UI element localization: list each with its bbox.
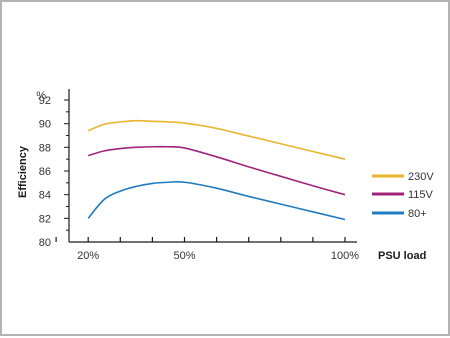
legend-label-230v: 230V bbox=[408, 171, 434, 183]
y-unit-label: % bbox=[36, 90, 46, 102]
y-tick-label: 82 bbox=[39, 213, 51, 225]
legend: 230V 115V 80+ bbox=[372, 171, 434, 220]
y-tick-label: 88 bbox=[39, 142, 51, 154]
series-line-80 bbox=[87, 180, 346, 221]
x-tick-label: 20% bbox=[77, 250, 99, 262]
series-line-115v bbox=[87, 145, 346, 196]
legend-label-80: 80+ bbox=[408, 208, 427, 220]
x-tick-label: 100% bbox=[331, 250, 359, 262]
x-tick-label: 50% bbox=[173, 250, 195, 262]
series-layer bbox=[87, 119, 346, 221]
y-tick-label: 84 bbox=[39, 190, 51, 202]
y-tick-label: 92 bbox=[39, 95, 51, 107]
legend-label-115v: 115V bbox=[408, 189, 434, 201]
x-axis-title: PSU load bbox=[378, 250, 426, 262]
y-tick-label: 90 bbox=[39, 119, 51, 131]
y-axis-title: Efficiency bbox=[17, 145, 29, 198]
axes: 80 82 84 86 88 90 92% Efficiency 20% 50% 100% PSU l… bbox=[17, 89, 426, 262]
y-tick-label: 86 bbox=[39, 166, 51, 178]
series-line-230v bbox=[87, 119, 346, 160]
y-tick-label: 80 bbox=[39, 237, 51, 249]
